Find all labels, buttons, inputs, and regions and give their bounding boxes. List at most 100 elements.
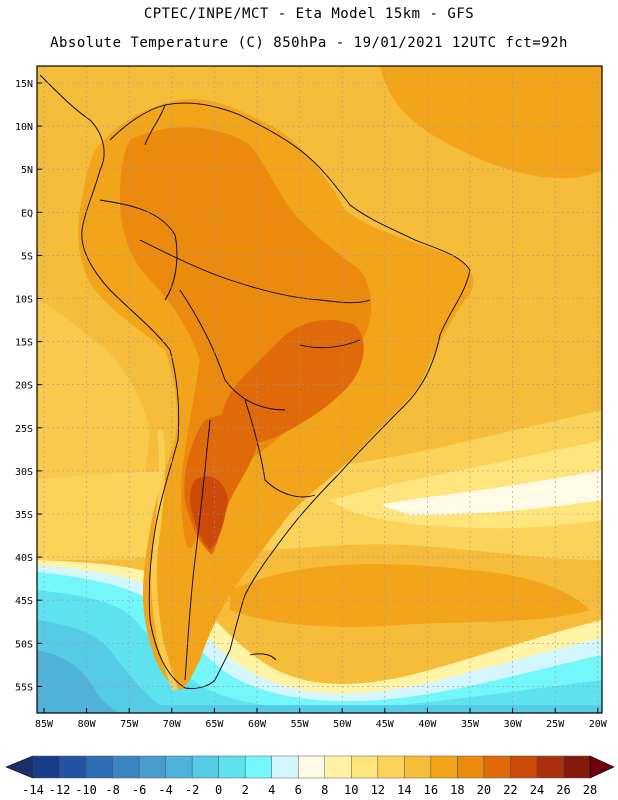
atlantic-coast xyxy=(109,102,471,681)
colorbar-label: 14 xyxy=(397,783,411,797)
border-3 xyxy=(99,199,178,301)
colorbar-label: 10 xyxy=(344,783,358,797)
colorbar-label: 2 xyxy=(242,783,249,797)
lat-label: 55S xyxy=(15,682,33,693)
colorbar-swatch xyxy=(430,755,458,779)
colorbar-swatch xyxy=(510,755,538,779)
colorbar-swatch xyxy=(404,755,432,779)
lon-label: 25W xyxy=(546,719,565,730)
map-title-line1: CPTEC/INPE/MCT - Eta Model 15km - GFS xyxy=(143,6,475,22)
colorbar-label: 18 xyxy=(450,783,464,797)
lon-label: 65W xyxy=(205,719,224,730)
lon-label: 50W xyxy=(333,719,352,730)
colorbar-swatch xyxy=(536,755,564,779)
lat-label: 40S xyxy=(15,553,33,564)
colorbar-label: 0 xyxy=(215,783,222,797)
colorbar-label: 28 xyxy=(583,783,597,797)
lon-label: 20W xyxy=(589,719,608,730)
falklands xyxy=(249,653,277,661)
colorbar-label: -10 xyxy=(75,783,97,797)
colorbar-label: -14 xyxy=(22,783,44,797)
lat-label: 20S xyxy=(15,381,33,392)
lon-label: 75W xyxy=(120,719,139,730)
colorbar-swatch xyxy=(244,755,272,779)
lat-label: 15S xyxy=(15,338,33,349)
lon-label: 85W xyxy=(35,719,54,730)
lat-label: 5S xyxy=(21,251,33,262)
colorbar-swatch xyxy=(563,755,591,779)
graticule xyxy=(37,66,602,713)
lat-label: 10S xyxy=(15,295,33,306)
colorbar-label: 20 xyxy=(477,783,491,797)
colorbar-label: -6 xyxy=(132,783,146,797)
field-hot xyxy=(120,127,372,549)
pacific-coast xyxy=(39,74,216,689)
colorbar-swatch xyxy=(483,755,511,779)
coastlines xyxy=(39,74,471,689)
border-5 xyxy=(299,339,361,349)
colorbar-label: -12 xyxy=(49,783,71,797)
field-pacific-cool xyxy=(37,300,150,560)
border-1 xyxy=(139,239,371,304)
colorbar-swatch xyxy=(32,755,60,779)
colorbar-swatch xyxy=(297,755,326,779)
colorbar-swatch xyxy=(85,755,113,779)
border-2 xyxy=(179,289,286,411)
border-6 xyxy=(184,419,211,681)
field-hottest xyxy=(190,476,228,550)
plot-frame xyxy=(36,65,603,714)
colorbar-swatch xyxy=(165,755,193,779)
colorbar-label: 26 xyxy=(556,783,570,797)
lat-label: 35S xyxy=(15,510,33,521)
field-andes xyxy=(150,429,178,691)
lon-label: 55W xyxy=(291,719,310,730)
lon-label: 70W xyxy=(163,719,182,730)
field-band-white xyxy=(380,470,602,515)
lon-label: 30W xyxy=(504,719,523,730)
colorbar-label: 22 xyxy=(503,783,517,797)
colorbar-high-arrow xyxy=(589,755,615,779)
colorbar-swatch xyxy=(138,755,166,779)
lat-label: 15N xyxy=(15,79,33,90)
colorbar-swatch xyxy=(377,755,405,779)
colorbar-swatch xyxy=(351,755,379,779)
colorbar: -14 -12 -10 -8 -6 -4 -2 0 2 4 6 8 10 12 14 16 18 20 22 24 26… xyxy=(5,755,615,797)
longitude-labels: 85W 80W 75W 70W 65W 60W 55W 50W 45W 40W 35W 30W 25W 2… xyxy=(35,708,608,730)
lat-label: 50S xyxy=(15,639,33,650)
field-cool-6 xyxy=(37,650,120,713)
colorbar-label: 6 xyxy=(295,783,302,797)
colorbar-swatch xyxy=(271,755,299,779)
caribbean-coast xyxy=(144,104,166,146)
colorbar-label: 4 xyxy=(268,783,275,797)
field-warm-tongue xyxy=(230,564,590,627)
colorbar-swatch xyxy=(112,755,140,779)
colorbar-label: 12 xyxy=(371,783,385,797)
colorbar-swatch xyxy=(324,755,352,779)
colorbar-label: 8 xyxy=(321,783,328,797)
lon-label: 40W xyxy=(418,719,437,730)
colorbar-label: 24 xyxy=(530,783,544,797)
colorbar-label: 16 xyxy=(424,783,438,797)
lon-label: 35W xyxy=(461,719,480,730)
lat-label: 45S xyxy=(15,596,33,607)
latitude-labels: 15N 10N 5N EQ 5S 10S 15S 20S 25S 30S 35S 40S 45S 50S 5… xyxy=(15,79,42,693)
colorbar-label: -4 xyxy=(158,783,172,797)
lat-label: 5N xyxy=(21,165,33,176)
lat-label: EQ xyxy=(21,208,33,219)
lat-label: 25S xyxy=(15,424,33,435)
lat-label: 30S xyxy=(15,467,33,478)
temperature-field xyxy=(37,66,602,713)
border-4 xyxy=(244,399,316,498)
lon-label: 45W xyxy=(376,719,395,730)
lon-label: 60W xyxy=(248,719,267,730)
lat-label: 10N xyxy=(15,122,33,133)
lon-label: 80W xyxy=(78,719,97,730)
colorbar-label: -2 xyxy=(185,783,199,797)
colorbar-swatch xyxy=(457,755,485,779)
map-title-line2: Absolute Temperature (C) 850hPa - 19/01/… xyxy=(50,35,568,51)
field-warm-ne xyxy=(380,66,602,179)
colorbar-low-arrow xyxy=(5,755,34,779)
colorbar-swatch xyxy=(218,755,246,779)
colorbar-swatch xyxy=(59,755,87,779)
